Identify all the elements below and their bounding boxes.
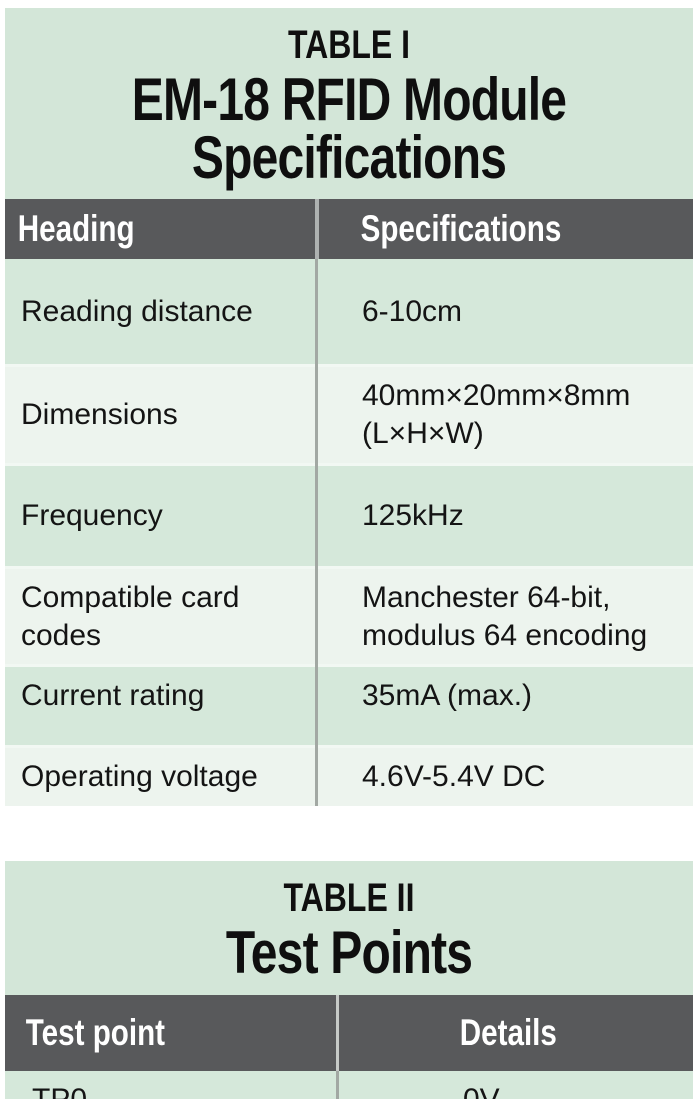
- row-heading: Dimensions: [21, 398, 178, 432]
- row-spec: 4.6V-5.4V DC: [362, 760, 546, 794]
- table1-em18-specifications: TABLE I EM-18 RFID Module Specifications…: [5, 8, 693, 806]
- row-detail: 0V: [336, 1071, 693, 1099]
- row-spec: 35mA (max.): [362, 679, 533, 713]
- column-divider: [315, 259, 318, 806]
- row-heading: Compatible card codes: [21, 580, 240, 652]
- column-divider: [336, 994, 339, 1071]
- table1-title: EM-18 RFID Module Specifications: [131, 66, 567, 191]
- table-row: Dimensions 40mm×20mm×8mm (L×H×W): [5, 364, 693, 463]
- table-row: Compatible card codes Manchester 64-bit,…: [5, 565, 693, 665]
- row-heading: Current rating: [21, 679, 205, 713]
- table-row: Frequency 125kHz: [5, 462, 693, 566]
- table2-title: Test Points: [225, 918, 473, 986]
- table2-body: TP0 0V TP1 12V: [5, 1070, 693, 1099]
- table1-label: TABLE I: [287, 23, 411, 67]
- row-test-point: TP0: [5, 1071, 336, 1099]
- table2-header-details: Details: [459, 1011, 557, 1053]
- row-heading: Reading distance: [21, 294, 253, 328]
- row-spec: 40mm×20mm×8mm (L×H×W): [362, 379, 631, 450]
- table-row: Current rating 35mA (max.): [5, 664, 693, 746]
- table1-header-row: Heading Specifications: [5, 199, 693, 260]
- table2-title-block: TABLE II Test Points: [5, 860, 693, 995]
- table2-label: TABLE II: [283, 875, 415, 920]
- table1-header-heading: Heading: [17, 208, 135, 250]
- column-divider: [336, 1070, 339, 1099]
- table1-body: Reading distance 6-10cm Dimensions 40mm×…: [5, 259, 693, 806]
- table2-header-row: Test point Details: [5, 994, 693, 1071]
- row-heading: Operating voltage: [21, 760, 258, 794]
- table-row: Operating voltage 4.6V-5.4V DC: [5, 745, 693, 806]
- table1-title-block: TABLE I EM-18 RFID Module Specifications: [5, 8, 693, 200]
- column-divider: [315, 199, 319, 260]
- table-row: TP0 0V: [5, 1070, 693, 1099]
- table-row: Reading distance 6-10cm: [5, 259, 693, 365]
- row-spec: 125kHz: [362, 498, 464, 532]
- row-spec: Manchester 64-bit, modulus 64 encoding: [362, 580, 648, 652]
- row-heading: Frequency: [21, 498, 163, 532]
- table2-header-test-point: Test point: [25, 1011, 166, 1053]
- table1-header-specifications: Specifications: [360, 208, 562, 250]
- row-spec: 6-10cm: [362, 294, 463, 328]
- table2-test-points: TABLE II Test Points Test point Details …: [5, 860, 693, 1099]
